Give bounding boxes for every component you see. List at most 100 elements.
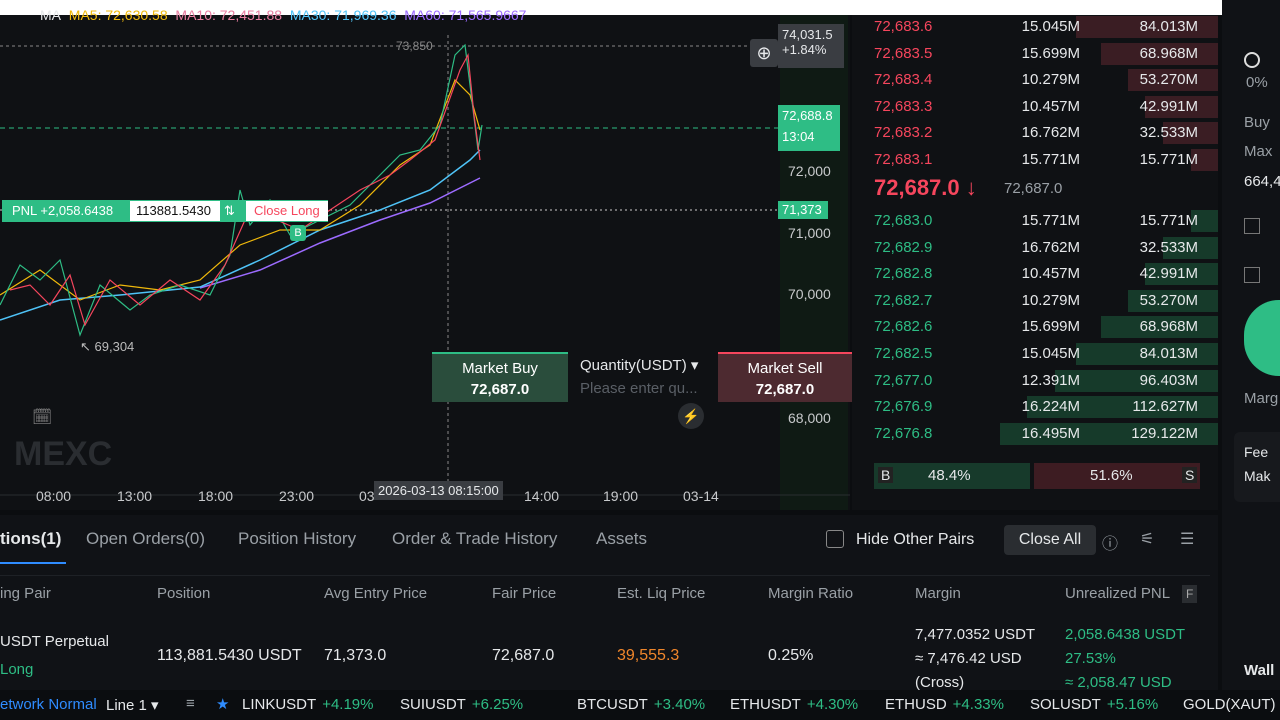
high-label: 73,850 bbox=[396, 39, 433, 53]
amount: 15.699M bbox=[1021, 318, 1080, 336]
sell-tag: S bbox=[1182, 467, 1198, 483]
time-label: 23:00 bbox=[279, 488, 315, 504]
total: 15.771M bbox=[1139, 151, 1198, 168]
info-icon[interactable]: ⓘ bbox=[1102, 536, 1119, 553]
tpsl-icon[interactable]: ⇅ bbox=[224, 203, 235, 218]
mark-price: 72,687.0 bbox=[1004, 180, 1063, 197]
depth-bar bbox=[1027, 396, 1218, 419]
bids-row: 72,676.9 16.224M 112.627M bbox=[870, 395, 1218, 419]
asks-row: 72,683.6 15.045M 84.013M bbox=[870, 15, 1218, 39]
depth-bar bbox=[1191, 149, 1218, 171]
price[interactable]: 72,683.4 bbox=[874, 71, 933, 89]
line-select[interactable]: Line 1 ▾ bbox=[106, 697, 159, 714]
price[interactable]: 72,676.8 bbox=[874, 424, 933, 442]
price[interactable]: 72,683.1 bbox=[874, 151, 933, 168]
price[interactable]: 72,683.3 bbox=[874, 97, 933, 115]
depth-bar bbox=[999, 422, 1218, 445]
symbol: SUIUSDT bbox=[400, 696, 466, 713]
bids-row: 72,682.9 16.762M 32.533M bbox=[870, 236, 1218, 260]
quantity-field[interactable]: Quantity(USDT) ▾ Please enter qu... bbox=[572, 352, 716, 402]
market-sell[interactable]: Market Sell 72,687.0 bbox=[718, 352, 852, 402]
list-icon[interactable]: ≡ bbox=[186, 695, 195, 712]
tab[interactable]: Assets bbox=[596, 529, 648, 548]
column-header: Unrealized PNL bbox=[1065, 585, 1171, 602]
amount: 15.771M bbox=[1021, 212, 1080, 229]
market-sell-price: 72,687.0 bbox=[755, 381, 815, 398]
ma60: MA60: 71,565.9667 bbox=[404, 7, 527, 23]
depth-bar bbox=[1075, 16, 1218, 38]
ticker-item[interactable]: SUIUSDT +6.25% bbox=[400, 696, 523, 713]
change: +4.30% bbox=[806, 696, 859, 713]
countdown: 13:04 bbox=[782, 129, 815, 144]
price[interactable]: 72,682.6 bbox=[874, 318, 933, 336]
crosshair-change: +1.84% bbox=[782, 42, 827, 57]
buy-ratio: 48.4% bbox=[928, 467, 971, 484]
price[interactable]: 72,683.0 bbox=[874, 212, 933, 229]
price[interactable]: 72,683.2 bbox=[874, 124, 933, 142]
price-axis-bg bbox=[780, 15, 848, 510]
position-size: 113881.5430 bbox=[130, 201, 220, 221]
ma30: MA30: 71,969.36 bbox=[289, 7, 397, 23]
price[interactable]: 72,683.6 bbox=[874, 18, 933, 35]
ticker-item[interactable]: GOLD(XAUT) bbox=[1183, 696, 1276, 713]
symbol: SOLUSDT bbox=[1030, 696, 1101, 713]
price-label: 68,000 bbox=[788, 410, 831, 426]
total: 15.771M bbox=[1139, 212, 1198, 229]
pnl-flag[interactable]: F bbox=[1182, 585, 1198, 603]
ticker-item[interactable]: ETHUSD +4.33% bbox=[885, 696, 1004, 713]
depth-bar bbox=[1054, 369, 1218, 392]
price-label: 70,000 bbox=[788, 286, 831, 302]
ratio-bar: B 48.4% 51.6% S bbox=[874, 463, 1200, 489]
bids-row: 72,676.8 16.495M 129.122M bbox=[870, 422, 1218, 446]
market-buy[interactable]: Market Buy 72,687.0 bbox=[432, 352, 568, 402]
price[interactable]: 72,682.5 bbox=[874, 345, 933, 362]
price[interactable]: 72,677.0 bbox=[874, 371, 933, 389]
amount: 16.762M bbox=[1021, 238, 1080, 256]
ticker-item[interactable]: BTCUSDT +3.40% bbox=[577, 696, 705, 713]
tab[interactable]: tions(1) bbox=[0, 529, 62, 548]
ticker-item[interactable]: LINKUSDT +4.19% bbox=[242, 696, 373, 713]
close-all[interactable]: Close All bbox=[1004, 525, 1096, 555]
ticker-item[interactable]: ETHUSDT +4.30% bbox=[730, 696, 858, 713]
flash-icon[interactable]: ⚡ bbox=[678, 403, 704, 429]
price[interactable]: 72,682.8 bbox=[874, 265, 933, 283]
crosshair-price-box: 74,031.5 +1.84% bbox=[778, 24, 844, 68]
price[interactable]: 72,683.5 bbox=[874, 44, 933, 62]
price[interactable]: 72,676.9 bbox=[874, 398, 933, 416]
price-line bbox=[0, 43, 483, 337]
ticker-item[interactable]: SOLUSDT +5.16% bbox=[1030, 696, 1158, 713]
price[interactable]: 72,682.7 bbox=[874, 291, 933, 309]
total: 112.627M bbox=[1132, 398, 1198, 416]
margin-mode: (Cross) bbox=[915, 674, 965, 691]
hide-other-checkbox[interactable] bbox=[826, 530, 844, 548]
checkbox[interactable] bbox=[1244, 267, 1260, 283]
crosshair-time: 2026-03-13 08:15:00 bbox=[374, 481, 503, 500]
filter-icon[interactable]: ⚟ bbox=[1140, 531, 1155, 548]
checkbox[interactable] bbox=[1244, 218, 1260, 234]
slider-knob[interactable] bbox=[1244, 52, 1260, 68]
amount: 15.045M bbox=[1021, 345, 1080, 362]
position-line: PNL +2,058.6438 113881.5430 ⇅ Close Long bbox=[2, 200, 328, 222]
candle-line bbox=[9, 52, 481, 327]
price[interactable]: 72,682.9 bbox=[874, 238, 933, 256]
buy-tag: B bbox=[878, 467, 894, 483]
fee-label: Fee bbox=[1244, 444, 1269, 460]
open-long-button[interactable] bbox=[1244, 300, 1280, 376]
ma10: MA10: 72,451.88 bbox=[175, 7, 283, 23]
tab[interactable]: Position History bbox=[238, 529, 357, 548]
calendar-icon[interactable]: 🗓 bbox=[32, 409, 53, 426]
total: 42.991M bbox=[1139, 97, 1198, 115]
menu-icon[interactable]: ☰ bbox=[1180, 531, 1195, 548]
amount: 15.771M bbox=[1021, 151, 1080, 168]
tab[interactable]: Open Orders(0) bbox=[86, 529, 206, 548]
quantity-input[interactable]: Please enter qu... bbox=[580, 380, 698, 397]
amount: 10.457M bbox=[1021, 265, 1080, 283]
maker-label: Mak bbox=[1244, 468, 1271, 484]
tab[interactable]: Order & Trade History bbox=[392, 529, 558, 548]
star-icon[interactable]: ★ bbox=[216, 696, 230, 713]
positions-panel: tions(1) Open Orders(0) Position History Or… bbox=[0, 515, 1218, 691]
close-long[interactable]: Close Long bbox=[246, 201, 328, 221]
add-order-icon[interactable]: ⊕ bbox=[750, 39, 778, 67]
